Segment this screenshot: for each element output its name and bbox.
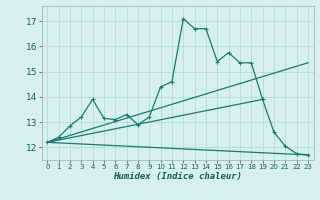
X-axis label: Humidex (Indice chaleur): Humidex (Indice chaleur) bbox=[113, 172, 242, 181]
